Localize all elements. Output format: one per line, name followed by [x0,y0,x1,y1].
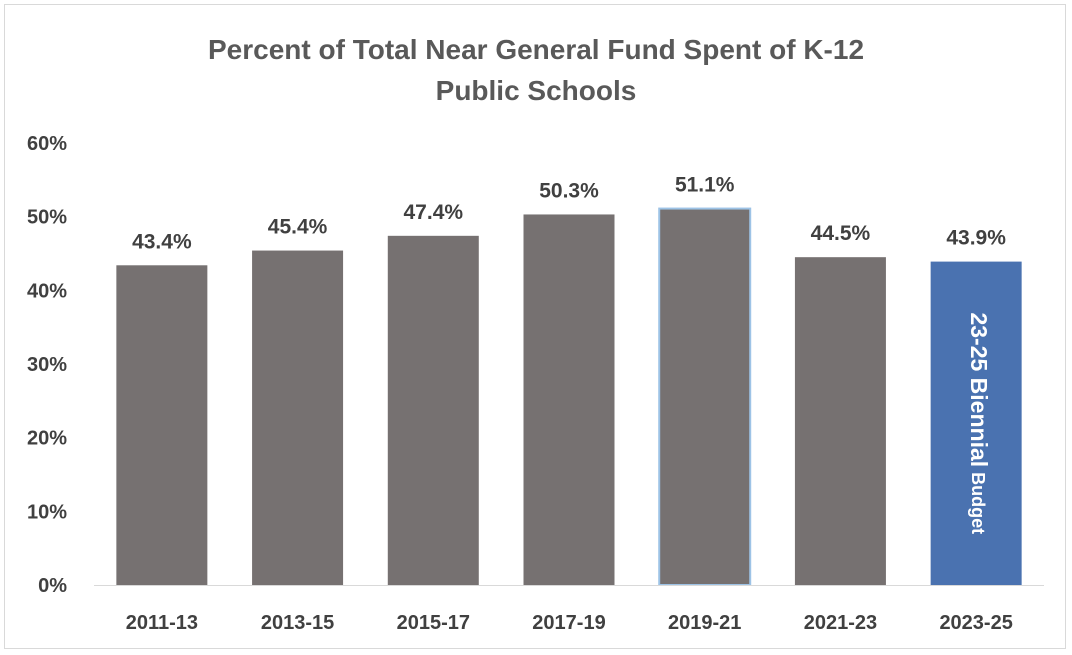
data-label: 44.5% [811,222,871,245]
chart-title-line-1: Percent of Total Near General Fund Spent… [207,34,865,65]
y-tick-label: 20% [27,428,67,450]
y-axis-tick-labels: 0% 10% 20% 30% 40% 50% 60% [27,133,67,597]
annotation-regular-text: Budget [968,467,988,534]
bar-2019-21 [658,207,752,587]
data-label: 50.3% [539,179,599,202]
chart-title-line-2: Public Schools [435,75,637,106]
y-tick-label: 0% [38,575,67,597]
bar-2023-25 [930,261,1022,585]
y-tick-label: 10% [27,501,67,523]
y-tick-label: 40% [27,280,67,302]
data-labels: 43.4% 45.4% 47.4% 50.3% 51.1% 44.5% 43.9% [132,174,1006,254]
x-tick-label: 2017-19 [532,612,605,634]
y-tick-label: 30% [27,354,67,376]
biennial-budget-annotation: 23-25 Biennial Budget [966,312,992,534]
x-tick-label: 2019-21 [668,612,741,634]
y-tick-label: 50% [27,207,67,229]
data-label: 47.4% [404,201,464,224]
bar-2017-19 [523,214,615,585]
data-label: 43.9% [946,227,1006,250]
data-label: 43.4% [132,230,192,253]
x-tick-label: 2011-13 [126,612,198,634]
x-tick-label: 2021-23 [804,612,877,634]
data-label: 45.4% [268,216,328,239]
bar-2015-17 [387,235,479,585]
bar-annotations: 23-25 Biennial Budget [966,312,992,534]
data-label: 51.1% [675,174,735,197]
x-axis-tick-labels: 2011-13 2013-15 2015-17 2017-19 2019-21 2021-… [126,612,1013,634]
bar-2021-23 [794,257,886,585]
bar-2011-13 [116,265,208,585]
y-tick-label: 60% [27,133,67,155]
bar-2013-15 [252,250,344,585]
bars [116,207,1022,587]
x-tick-label: 2013-15 [261,612,334,634]
x-tick-label: 2015-17 [397,612,470,634]
annotation-bold-text: 23-25 Biennial [966,312,992,467]
x-tick-label: 2023-25 [939,612,1012,634]
